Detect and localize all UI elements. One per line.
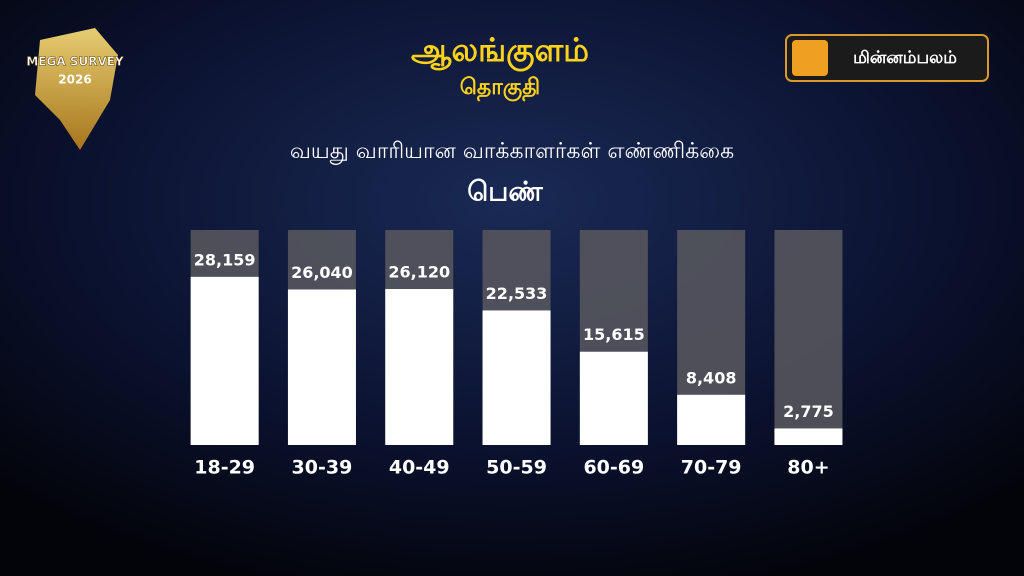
x-tick-label: 60-69: [583, 457, 644, 479]
x-tick-label: 80+: [787, 457, 829, 479]
bar: [774, 428, 843, 445]
value-label: 26,040: [291, 263, 353, 282]
x-tick-label: 18-29: [194, 457, 255, 479]
value-label: 8,408: [686, 368, 737, 387]
badge-text: MEGA SURVEY: [26, 55, 124, 69]
x-tick-label: 70-79: [681, 457, 742, 479]
value-label: 15,615: [583, 325, 645, 344]
badge-shape: [35, 28, 118, 150]
bar: [677, 394, 746, 445]
chart-title: வயது வாரியான வாக்காளர்கள் எண்ணிக்கை: [290, 139, 734, 165]
chart-subtitle: பெண்: [467, 177, 543, 208]
title: ஆலங்குளம்: [411, 31, 589, 72]
logo-box: [785, 34, 989, 82]
value-label: 2,775: [783, 402, 834, 421]
bar: [190, 276, 259, 445]
bar: [482, 310, 551, 445]
value-label: 26,120: [388, 263, 450, 282]
badge-year: 2026: [58, 73, 91, 87]
x-tick-label: 40-49: [389, 457, 450, 479]
value-label: 28,159: [194, 250, 256, 269]
value-label: 22,533: [486, 284, 548, 303]
bar: [287, 289, 356, 445]
bar: [579, 351, 648, 445]
x-tick-label: 50-59: [486, 457, 547, 479]
logo-icon: [792, 40, 828, 76]
bar: [385, 289, 454, 445]
subtitle: தொகுதி: [460, 75, 540, 102]
logo: மின்னம்பலம்: [785, 34, 989, 82]
badge: MEGA SURVEY 2026: [26, 28, 124, 150]
x-tick-label: 30-39: [292, 457, 353, 479]
bar-track: [774, 230, 843, 445]
logo-text: மின்னம்பலம்: [853, 48, 957, 68]
